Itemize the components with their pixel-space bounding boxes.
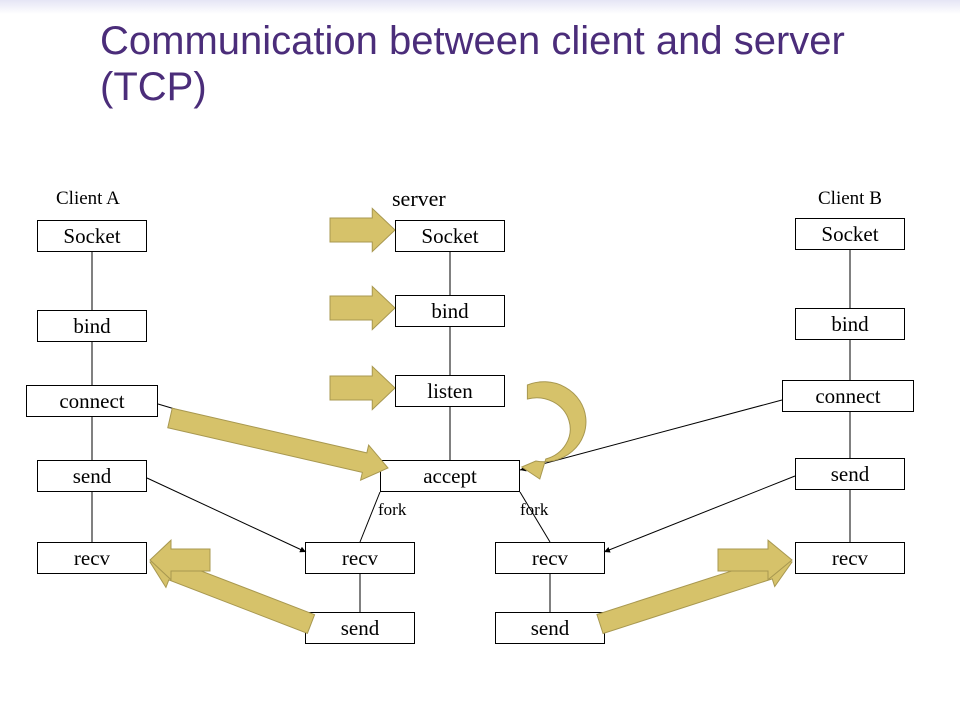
column-label-client-b: Client B bbox=[818, 188, 882, 210]
node-s-accept: accept bbox=[380, 460, 520, 492]
node-s-sendL: send bbox=[305, 612, 415, 644]
node-s-recvR: recv bbox=[495, 542, 605, 574]
connector-layer-front bbox=[0, 180, 960, 720]
node-s-recvL: recv bbox=[305, 542, 415, 574]
slide-title: Communication between client and server … bbox=[100, 18, 960, 110]
node-a-connect: connect bbox=[26, 385, 158, 417]
node-s-socket: Socket bbox=[395, 220, 505, 252]
node-a-socket: Socket bbox=[37, 220, 147, 252]
column-label-client-a: Client A bbox=[56, 188, 120, 210]
node-a-bind: bind bbox=[37, 310, 147, 342]
node-b-send: send bbox=[795, 458, 905, 490]
node-b-recv: recv bbox=[795, 542, 905, 574]
node-s-listen: listen bbox=[395, 375, 505, 407]
connector-layer-back bbox=[0, 180, 960, 720]
node-a-recv: recv bbox=[37, 542, 147, 574]
node-b-bind: bind bbox=[795, 308, 905, 340]
diagram-canvas: Client A server Client B Socket bind conne… bbox=[0, 180, 960, 720]
node-a-send: send bbox=[37, 460, 147, 492]
node-b-socket: Socket bbox=[795, 218, 905, 250]
fork-label-right: fork bbox=[520, 500, 548, 520]
column-label-server: server bbox=[392, 186, 446, 212]
node-s-sendR: send bbox=[495, 612, 605, 644]
node-s-bind: bind bbox=[395, 295, 505, 327]
node-b-connect: connect bbox=[782, 380, 914, 412]
fork-label-left: fork bbox=[378, 500, 406, 520]
slide-top-accent bbox=[0, 0, 960, 14]
